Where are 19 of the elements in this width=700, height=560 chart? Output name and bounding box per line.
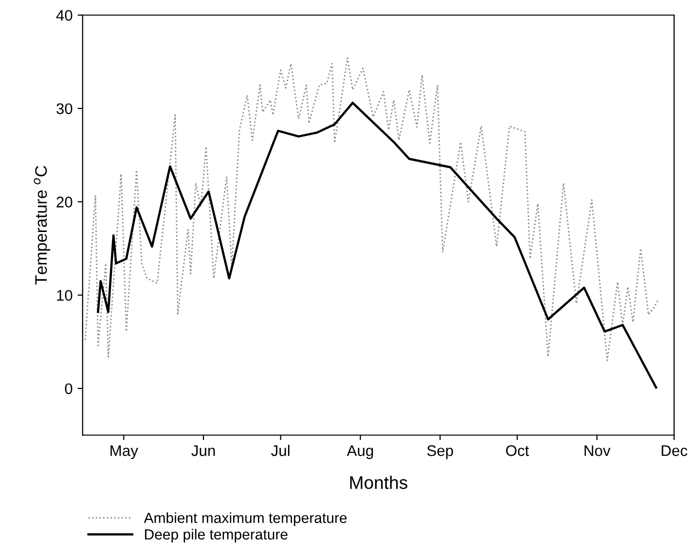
x-tick-label: May [110, 445, 138, 460]
y-tick-label: 10 [57, 290, 72, 301]
x-tick-label: Jul [271, 444, 290, 456]
x-tick-label: Oct [506, 445, 529, 456]
x-tick-label: Jun [191, 445, 215, 456]
y-axis-title: Temperature $^{o}$C [34, 166, 50, 285]
y-tick-label: 20 [56, 196, 72, 208]
line-series [96, 102, 658, 389]
x-tick-label: Nov [584, 445, 610, 456]
legend-label: Ambient maximum temperature [144, 512, 347, 526]
legend-label: Deep pile temperature [145, 528, 288, 542]
y-tick-label: 0 [64, 383, 72, 394]
x-axis-title: Months [350, 476, 408, 490]
x-tick-label: Dec [662, 445, 688, 456]
y-tick-label: 30 [56, 103, 72, 114]
y-tick-label: 40 [56, 10, 72, 21]
x-tick-label: Sep [427, 445, 454, 460]
x-tick-label: Aug [346, 445, 373, 460]
line-series [84, 57, 660, 362]
